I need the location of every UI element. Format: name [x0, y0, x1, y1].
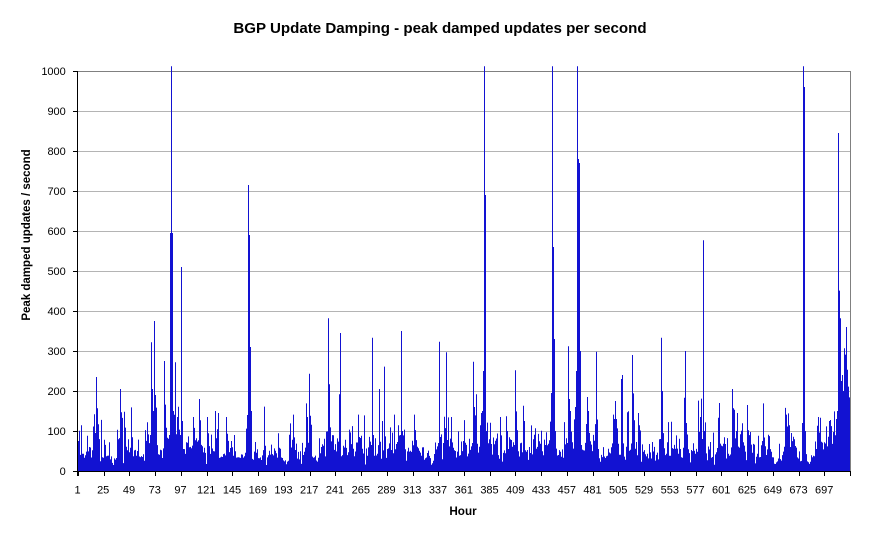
svg-text:121: 121	[197, 485, 215, 497]
svg-text:529: 529	[635, 485, 653, 497]
svg-text:25: 25	[97, 485, 109, 497]
svg-text:0: 0	[60, 466, 66, 478]
svg-text:457: 457	[558, 485, 576, 497]
svg-text:Hour: Hour	[449, 505, 477, 518]
svg-text:100: 100	[47, 426, 65, 438]
svg-text:200: 200	[47, 386, 65, 398]
svg-text:409: 409	[506, 485, 524, 497]
svg-text:337: 337	[429, 485, 447, 497]
svg-text:900: 900	[47, 106, 65, 118]
svg-text:700: 700	[47, 186, 65, 198]
svg-text:300: 300	[47, 346, 65, 358]
svg-text:217: 217	[300, 485, 318, 497]
svg-text:241: 241	[326, 485, 344, 497]
svg-text:73: 73	[149, 485, 161, 497]
svg-text:193: 193	[274, 485, 292, 497]
svg-text:601: 601	[712, 485, 730, 497]
svg-text:385: 385	[480, 485, 498, 497]
svg-text:1: 1	[74, 485, 80, 497]
svg-text:800: 800	[47, 146, 65, 158]
svg-text:600: 600	[47, 226, 65, 238]
svg-text:433: 433	[532, 485, 550, 497]
svg-text:500: 500	[47, 266, 65, 278]
svg-text:313: 313	[403, 485, 421, 497]
svg-text:1000: 1000	[41, 66, 65, 78]
svg-text:Peak damped updates / second: Peak damped updates / second	[21, 149, 33, 320]
svg-text:145: 145	[223, 485, 241, 497]
svg-text:577: 577	[686, 485, 704, 497]
svg-text:265: 265	[352, 485, 370, 497]
svg-text:49: 49	[123, 485, 135, 497]
svg-text:481: 481	[583, 485, 601, 497]
svg-text:505: 505	[609, 485, 627, 497]
svg-text:289: 289	[377, 485, 395, 497]
svg-text:400: 400	[47, 306, 65, 318]
svg-text:BGP Update Damping - peak damp: BGP Update Damping - peak damped updates…	[233, 20, 646, 37]
svg-text:361: 361	[455, 485, 473, 497]
svg-text:169: 169	[249, 485, 267, 497]
svg-text:697: 697	[815, 485, 833, 497]
svg-text:649: 649	[764, 485, 782, 497]
svg-text:97: 97	[174, 485, 186, 497]
svg-text:625: 625	[738, 485, 756, 497]
svg-text:553: 553	[661, 485, 679, 497]
svg-text:673: 673	[789, 485, 807, 497]
